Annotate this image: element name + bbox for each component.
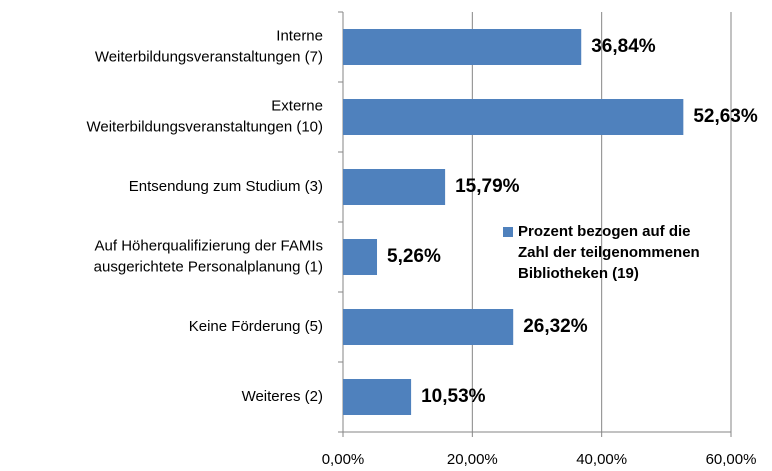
bar (343, 239, 378, 275)
x-tick-label: 40,00% (576, 451, 627, 468)
x-tick-label: 60,00% (706, 451, 757, 468)
y-tick-label: Keine Förderung (5) (189, 318, 323, 335)
y-tick-label: Interne Weiterbildungsveranstaltungen (7) (95, 27, 323, 65)
value-label: 15,79% (455, 176, 520, 197)
value-label: 10,53% (421, 386, 486, 407)
value-label: 26,32% (523, 316, 588, 337)
value-label: 52,63% (693, 106, 758, 127)
value-label: 5,26% (387, 246, 441, 267)
x-tick-label: 20,00% (447, 451, 498, 468)
value-label: 36,84% (591, 36, 656, 57)
y-tick-label: Weiteres (2) (242, 388, 323, 405)
bar (343, 29, 582, 65)
y-tick-label: Entsendung zum Studium (3) (129, 178, 323, 195)
x-tick-label: 0,00% (322, 451, 365, 468)
bar (343, 169, 446, 205)
bar (343, 379, 412, 415)
bar (343, 99, 684, 135)
y-tick-label: Auf Höherqualifizierung der FAMIs ausgeri… (94, 237, 323, 275)
bar (343, 309, 514, 345)
y-tick-label: Externe Weiterbildungsveranstaltungen (10… (86, 97, 323, 135)
legend-swatch (503, 227, 513, 237)
legend-label: Prozent bezogen auf die Zahl der teilgeno… (518, 223, 700, 282)
